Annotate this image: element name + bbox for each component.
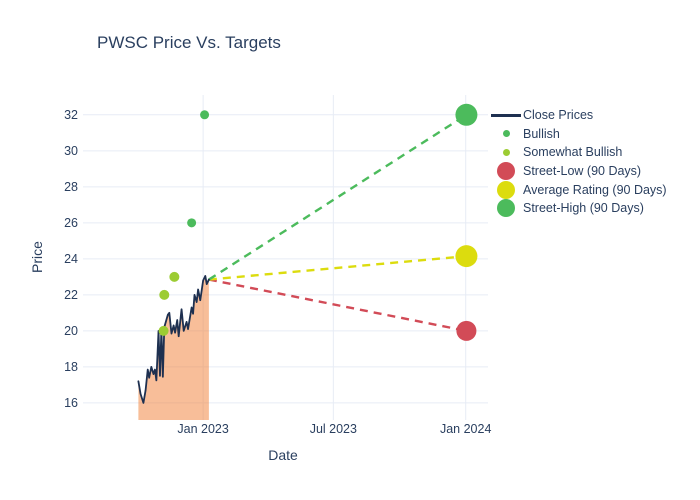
bullish-swatch-icon [489,130,523,138]
legend-label: Somewhat Bullish [523,145,623,160]
average-rating-90-days-trend-line[interactable] [208,254,467,281]
legend-item-street-low-90-days[interactable]: Street-Low (90 Days) [489,162,667,181]
x-tick-label: Jan 2024 [439,422,492,436]
average-rating-90-days-swatch-icon [489,180,523,199]
y-tick-label: 18 [64,359,78,374]
legend: Close Prices Bullish Somewhat Bullish Stree… [489,106,667,218]
legend-item-average-rating-90-days[interactable]: Average Rating (90 Days) [489,180,667,199]
legend-label: Average Rating (90 Days) [523,182,667,197]
street-high-90-days-swatch-glyph [497,199,515,218]
y-tick-label: 30 [64,143,78,158]
bullish-swatch-glyph [502,130,510,138]
close-prices-swatch-glyph [491,114,521,117]
average-rating-90-days-marker[interactable] [455,245,478,268]
bullish-marker[interactable] [200,110,210,120]
somewhat-bullish-swatch-icon [489,148,523,156]
legend-label: Street-High (90 Days) [523,201,644,216]
y-tick-label: 32 [64,107,78,122]
average-rating-90-days-swatch-glyph [497,180,515,199]
chart-title: PWSC Price Vs. Targets [97,33,281,52]
y-tick-label: 16 [64,395,78,410]
y-tick-label: 26 [64,215,78,230]
close-prices-swatch-icon [489,114,523,117]
legend-item-bullish[interactable]: Bullish [489,125,667,144]
x-axis-title: Date [268,447,298,463]
legend-item-close-prices[interactable]: Close Prices [489,106,667,125]
legend-label: Bullish [523,126,560,141]
street-low-90-days-trend-line[interactable] [208,278,467,333]
somewhat-bullish-marker[interactable] [159,289,170,300]
somewhat-bullish-swatch-glyph [502,148,510,156]
legend-item-street-high-90-days[interactable]: Street-High (90 Days) [489,199,667,218]
somewhat-bullish-marker[interactable] [169,271,180,282]
y-tick-label: 20 [64,323,78,338]
street-low-90-days-swatch-icon [489,162,523,181]
x-tick-label: Jul 2023 [309,422,357,436]
bullish-marker[interactable] [187,218,197,228]
y-tick-label: 22 [64,287,78,302]
somewhat-bullish-marker[interactable] [158,325,169,336]
legend-item-somewhat-bullish[interactable]: Somewhat Bullish [489,143,667,162]
y-tick-label: 24 [64,251,78,266]
street-low-90-days-marker[interactable] [456,320,477,341]
x-tick-label: Jan 2023 [177,422,229,436]
street-high-90-days-trend-line[interactable] [208,113,468,281]
close-price-line[interactable] [137,275,210,404]
street-high-90-days-marker[interactable] [455,103,478,126]
street-high-90-days-swatch-icon [489,199,523,218]
y-tick-label: 28 [64,179,78,194]
street-low-90-days-swatch-glyph [497,162,515,181]
close-area-fill [138,275,209,420]
legend-label: Street-Low (90 Days) [523,164,642,179]
legend-label: Close Prices [523,108,594,123]
